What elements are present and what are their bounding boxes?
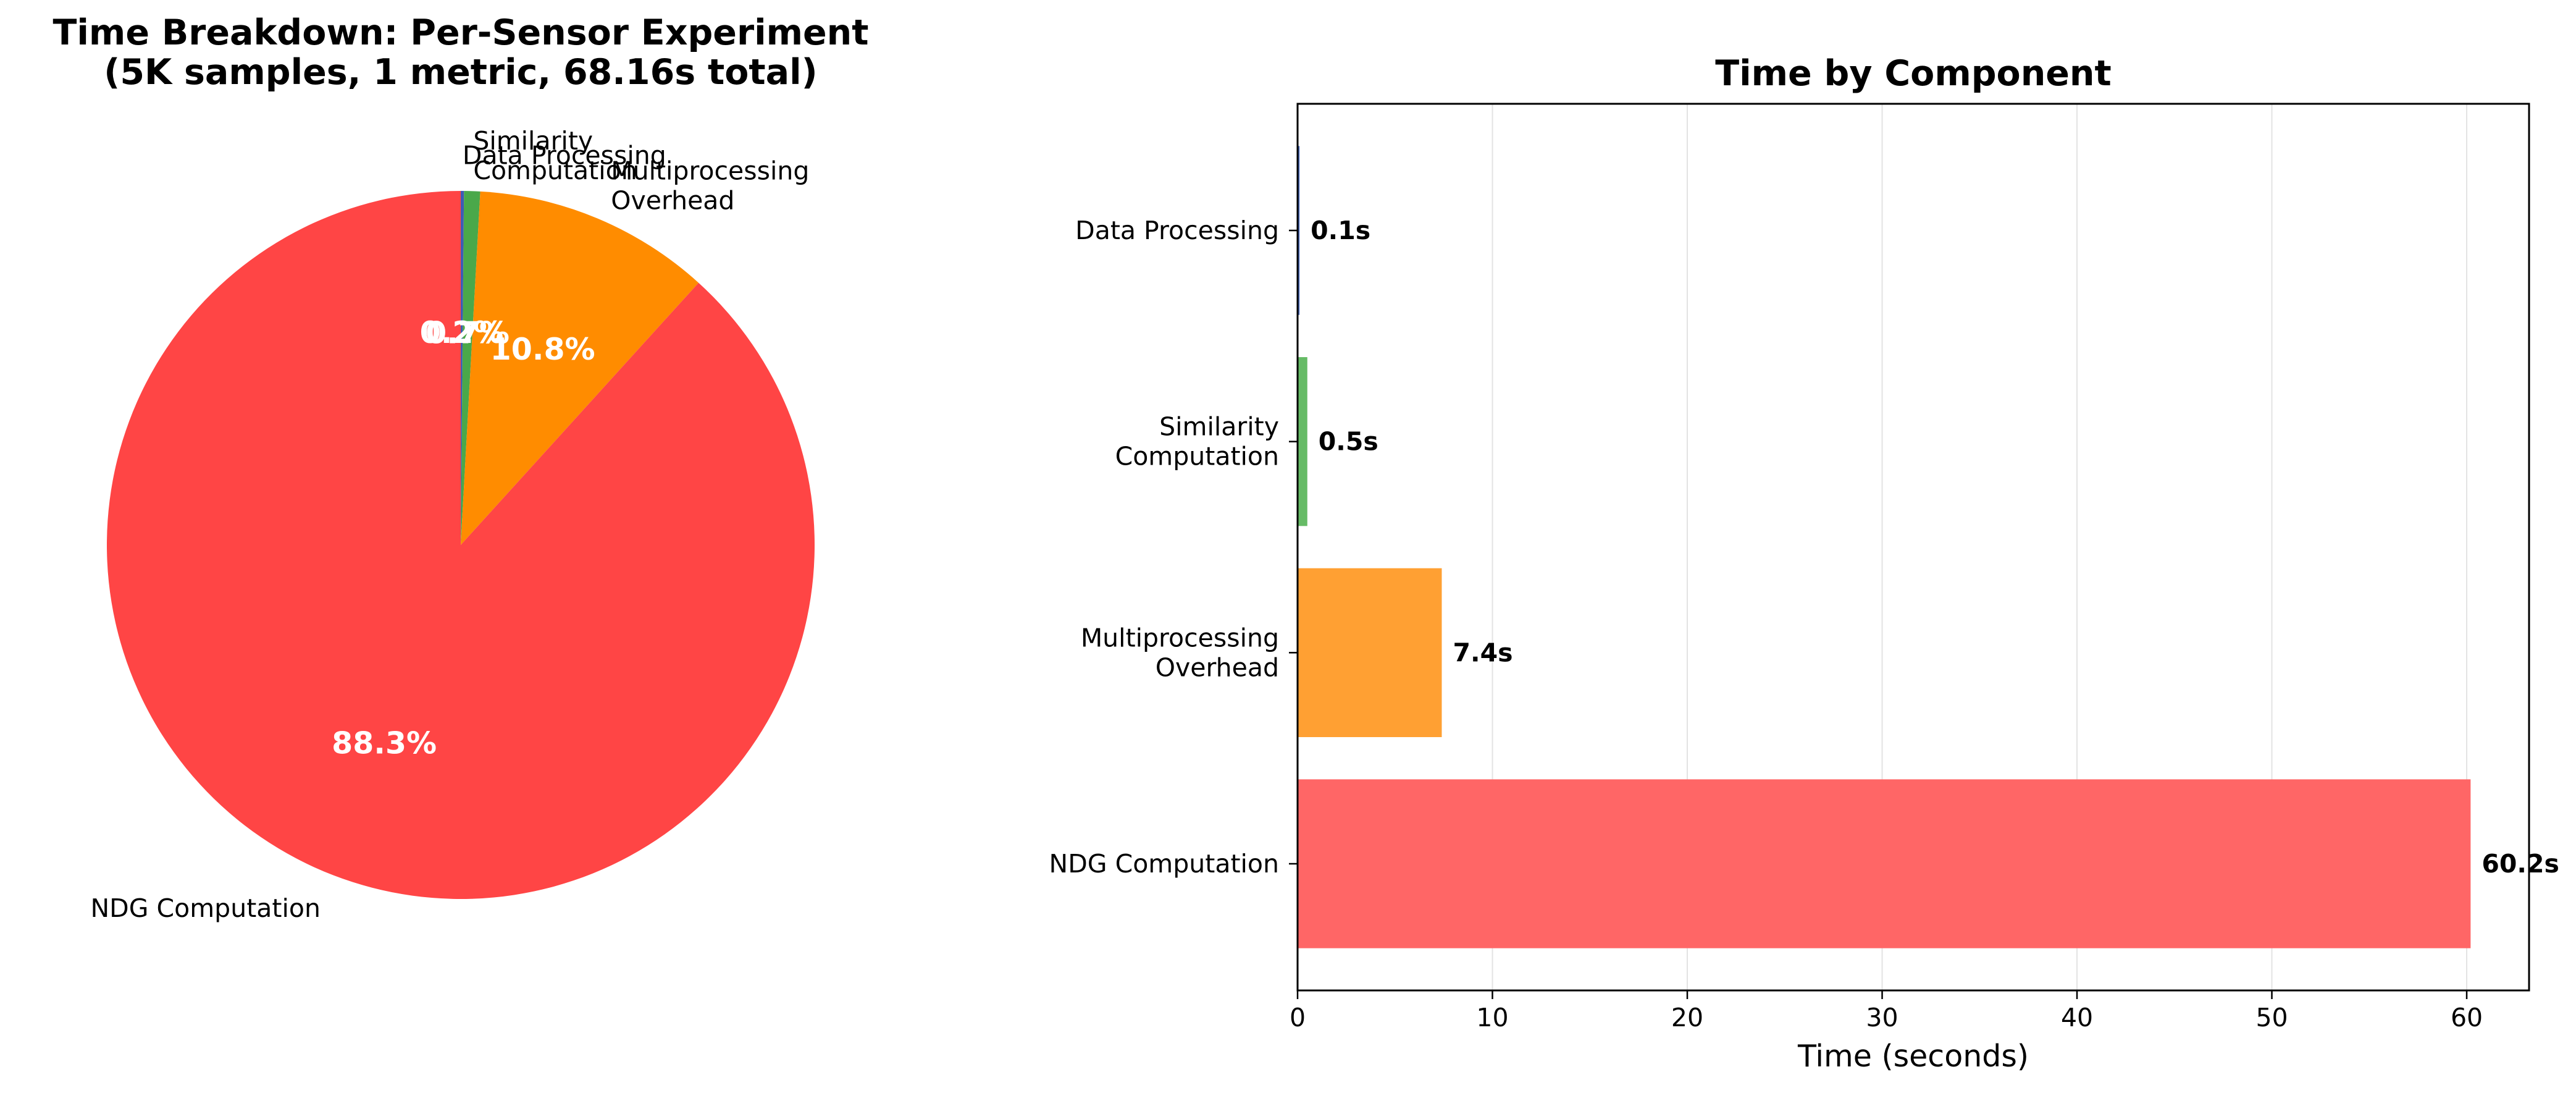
plot-frame	[1296, 103, 2530, 992]
bar-title: Time by Component	[1715, 53, 2112, 94]
x-tick-label-60: 60	[2451, 1003, 2483, 1032]
y-tick-label-multiprocessing-overhead: Multiprocessing Overhead	[1081, 623, 1279, 682]
x-tick-label-20: 20	[1671, 1003, 1703, 1032]
bar-similarity-computation	[1298, 357, 1307, 526]
x-tick-label-40: 40	[2061, 1003, 2093, 1032]
pie-slice-multiprocessing-overhead	[461, 191, 699, 545]
pie-panel: Time Breakdown: Per-Sensor Experiment (5K…	[53, 12, 869, 923]
pie-percent-ndg-computation: 88.3%	[332, 726, 437, 761]
x-tick-label-10: 10	[1476, 1003, 1508, 1032]
pie-label-ndg-computation: NDG Computation	[90, 893, 320, 923]
y-tick-label-similarity-computation: Similarity Computation	[1115, 412, 1279, 471]
bar-panel: Time by Component 0 10 20 30 40 50 60 NDG Comp…	[1049, 53, 2559, 1074]
x-tick-label-50: 50	[2255, 1003, 2288, 1032]
pie-percent-labels: 0.2%0.7%10.8% 88.3%	[332, 315, 595, 761]
y-tick-label-data-processing: Data Processing	[1075, 216, 1279, 245]
value-label-data-processing: 0.1s	[1311, 216, 1370, 245]
pie-slice-similarity-computation	[461, 191, 480, 546]
bar-multiprocessing-overhead	[1298, 568, 1442, 737]
pie-percent-data-processing: 0.2%	[420, 315, 504, 350]
value-label-ndg-computation: 60.2s	[2482, 849, 2559, 879]
bar-bars	[1298, 146, 2471, 948]
y-tick-label-ndg-computation: NDG Computation	[1049, 849, 1279, 879]
pie-percent-multiprocessing-overhead: 10.8%	[490, 332, 595, 367]
value-label-multiprocessing-overhead: 7.4s	[1453, 638, 1512, 667]
x-axis-ticks: 0 10 20 30 40 50 60	[1290, 990, 2483, 1032]
value-label-similarity-computation: 0.5s	[1319, 427, 1378, 457]
bar-data-processing	[1298, 146, 1300, 315]
bar-ndg-computation	[1298, 779, 2471, 948]
x-tick-label-30: 30	[1866, 1003, 1898, 1032]
x-tick-label-0: 0	[1290, 1003, 1306, 1032]
pie-slice-data-processing	[461, 191, 464, 545]
bar-value-labels: 60.2s 7.4s 0.5s 0.1s	[1311, 216, 2559, 879]
pie-title: Time Breakdown: Per-Sensor Experiment (5K…	[53, 12, 869, 93]
pie-slices	[106, 191, 815, 899]
y-axis-ticks: NDG Computation Multiprocessing Overhead Si…	[1049, 216, 1298, 879]
pie-label-multiprocessing-overhead: Multiprocessing Overhead	[611, 156, 809, 216]
pie-percent-similarity-computation: 0.7%	[426, 315, 510, 350]
pie-label-data-processing: Data Processing	[463, 141, 666, 171]
pie-label-similarity-computation: Similarity Computation	[473, 126, 637, 185]
x-axis-label: Time (seconds)	[1797, 1039, 2029, 1074]
pie-slice-ndg-computation	[106, 191, 815, 899]
